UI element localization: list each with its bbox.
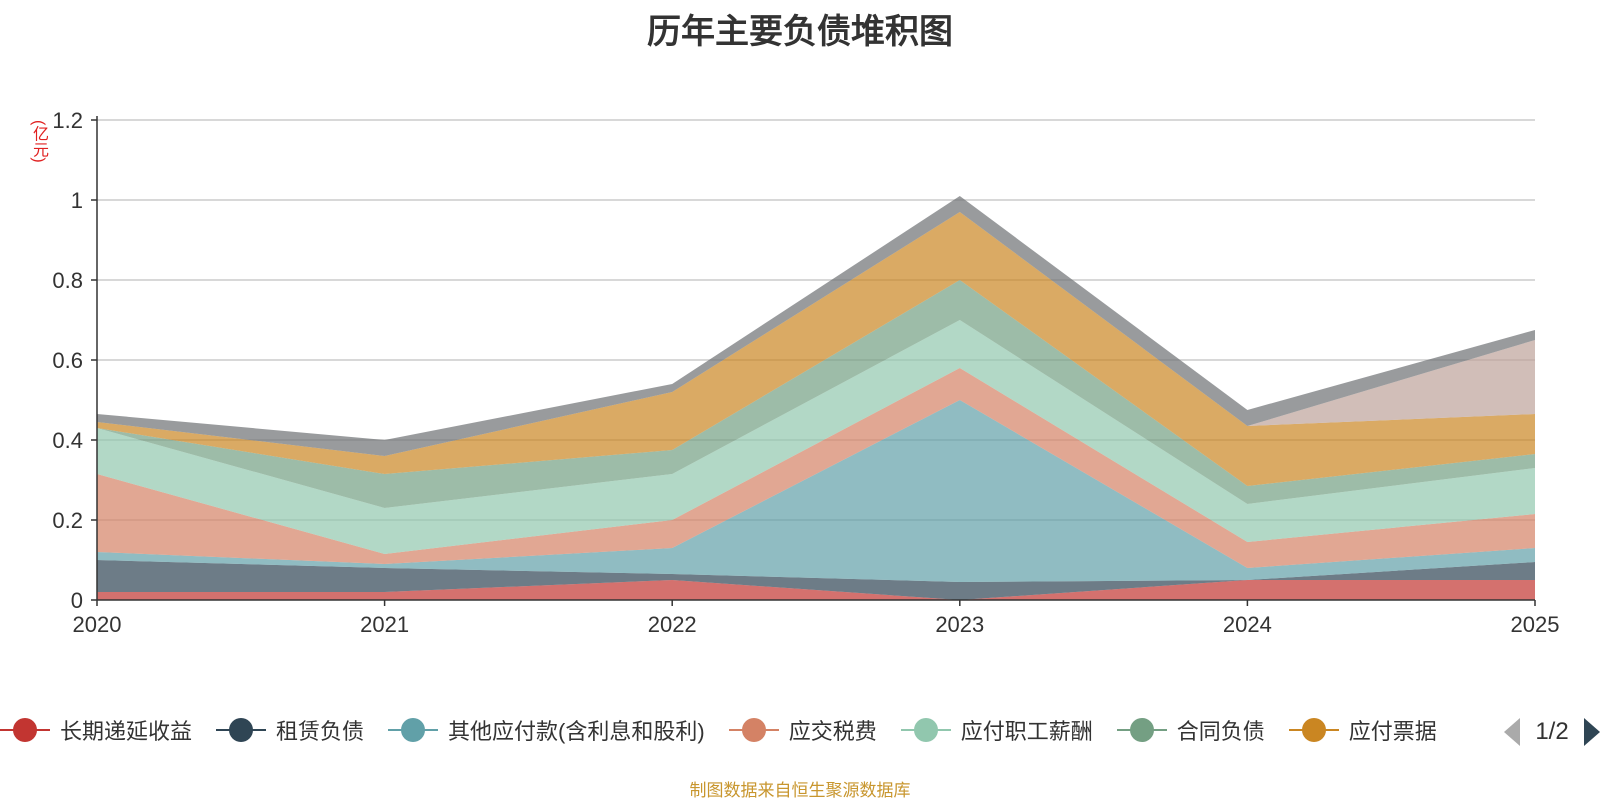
legend-pager: 1/2 [1504,712,1600,752]
x-tick-label: 2024 [1223,612,1272,637]
y-tick-label: 1 [71,188,83,213]
y-tick-label: 0.4 [52,428,83,453]
legend-next-arrow-icon[interactable] [1584,718,1600,746]
area-series-其他应付款(含利息和股利)[interactable] [97,400,1535,582]
legend-marker-icon [900,717,951,743]
area-series-合同负债[interactable] [97,280,1535,508]
y-tick-label: 0.2 [52,508,83,533]
y-tick-label: 0.6 [52,348,83,373]
legend-marker-icon [388,717,439,743]
x-tick-label: 2023 [935,612,984,637]
x-tick-labels: 2020 2021 2022 2023 2024 2025 [73,612,1560,637]
y-tick-label: 0.8 [52,268,83,293]
y-tick-labels: 0 0.2 0.4 0.6 0.8 1 1.2 [52,108,83,613]
legend-item[interactable]: 应付票据 [1288,714,1437,746]
area-series-group [97,196,1535,600]
y-tick-label: 0 [71,588,83,613]
y-tick-label: 1.2 [52,108,83,133]
legend-marker-icon [1288,717,1339,743]
legend-marker-icon [728,717,779,743]
data-source-footer: 制图数据来自恒生聚源数据库 [689,781,911,800]
legend-item[interactable]: 应付职工薪酬 [900,714,1093,746]
legend-item-label: 应付职工薪酬 [960,719,1093,744]
legend-item-label: 其他应付款(含利息和股利) [448,719,705,744]
legend-marker-icon [1116,717,1167,743]
legend-item[interactable]: 其他应付款(含利息和股利) [388,714,705,746]
legend-page-indicator: 1/2 [1535,718,1569,745]
area-series-应付职工薪酬[interactable] [97,320,1535,554]
y-axis-unit-label: (亿元) [30,120,47,163]
x-tick-label: 2020 [73,612,122,637]
area-series-租赁负债[interactable] [97,560,1535,600]
legend-item-label: 应付票据 [1348,719,1437,744]
legend-marker-icon [0,717,50,743]
legend-prev-arrow-icon[interactable] [1504,718,1520,746]
legend-item-label: 租赁负债 [276,719,365,744]
legend-item[interactable]: 合同负债 [1116,714,1265,746]
legend-item[interactable]: 租赁负债 [216,714,364,746]
area-series-其他[interactable] [97,196,1535,456]
legend: 长期递延收益 租赁负债 其他应付款(含利息和股利) 应交税费 应付职工薪酬 合同负债 应付票… [0,714,1480,748]
axes [91,116,1536,606]
x-tick-label: 2022 [648,612,697,637]
legend-item-label: 长期递延收益 [60,719,193,744]
legend-marker-icon [216,717,267,743]
legend-item[interactable]: 应交税费 [728,714,877,746]
x-tick-label: 2025 [1511,612,1560,637]
legend-item-label: 合同负债 [1176,719,1265,744]
legend-item[interactable]: 长期递延收益 [0,714,192,746]
x-tick-label: 2021 [360,612,409,637]
chart-title: 历年主要负债堆积图 [647,13,953,51]
legend-item-label: 应交税费 [788,719,877,744]
area-series-应付票据[interactable] [97,212,1535,486]
area-series-应交税费[interactable] [97,368,1535,568]
